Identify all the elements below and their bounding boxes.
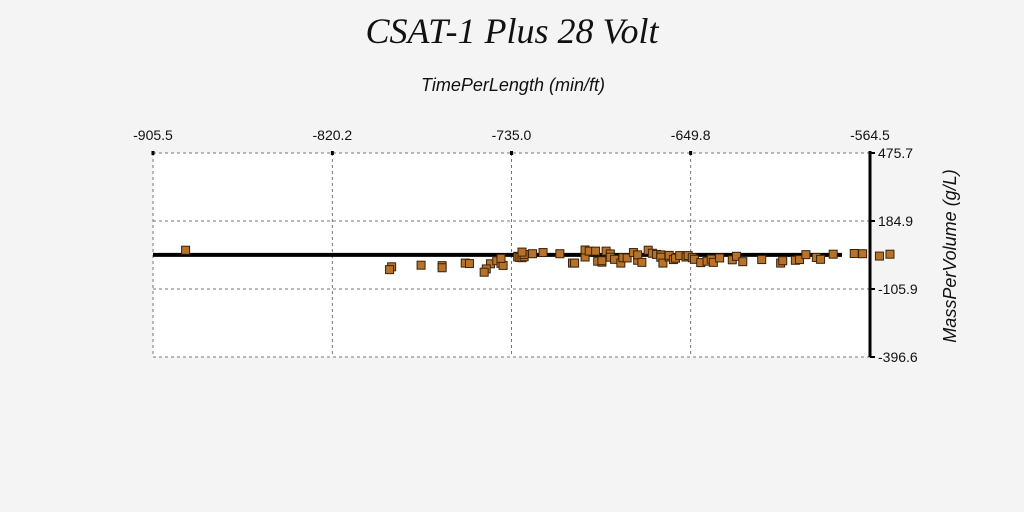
data-point	[816, 254, 826, 264]
data-point	[416, 260, 426, 270]
x-tick-label: -564.5	[850, 127, 890, 143]
x-tick-mark	[689, 151, 693, 155]
data-point	[874, 251, 884, 261]
data-point	[778, 256, 788, 266]
data-point	[464, 259, 474, 269]
x-tick-label: -735.0	[492, 127, 532, 143]
data-point	[570, 258, 580, 268]
data-point	[517, 247, 527, 257]
data-point	[538, 248, 548, 258]
data-point	[637, 257, 647, 267]
x-axis-title: TimePerLength (min/ft)	[421, 75, 605, 95]
x-tick-mark	[151, 151, 155, 155]
data-point	[658, 258, 668, 268]
data-points	[181, 245, 895, 277]
data-point	[622, 253, 632, 263]
x-tick-label: -649.8	[671, 127, 711, 143]
axes: -905.5 -820.2 -735.0 -649.8 -564.5 475.7 184.9…	[133, 127, 918, 365]
data-point	[437, 263, 447, 273]
data-point	[479, 267, 489, 277]
data-point	[181, 245, 191, 255]
data-point	[385, 265, 395, 275]
data-point	[715, 253, 725, 263]
data-point	[801, 250, 811, 260]
data-point	[496, 253, 506, 263]
x-tick-mark	[330, 151, 334, 155]
x-tick-mark	[510, 151, 513, 155]
data-point	[633, 250, 643, 260]
data-point	[731, 251, 741, 261]
data-point	[858, 249, 868, 259]
data-point	[828, 249, 838, 259]
x-tick-label: -905.5	[133, 127, 173, 143]
data-point	[591, 246, 601, 256]
data-point	[885, 249, 895, 259]
data-point	[597, 256, 607, 266]
y-tick-label: -105.9	[878, 281, 918, 297]
data-point	[738, 257, 748, 267]
data-point	[795, 255, 805, 265]
y-axis-title: MassPerVolume (g/L)	[940, 169, 960, 342]
x-tick-label: -820.2	[313, 127, 353, 143]
chart-title: CSAT-1 Plus 28 Volt	[365, 11, 659, 51]
y-tick-label: -396.6	[878, 349, 918, 365]
data-point	[849, 248, 859, 258]
y-tick-label: 475.7	[878, 145, 913, 161]
y-tick-label: 184.9	[878, 213, 913, 229]
data-point	[528, 249, 538, 259]
data-point	[757, 255, 767, 265]
data-point	[555, 249, 565, 259]
